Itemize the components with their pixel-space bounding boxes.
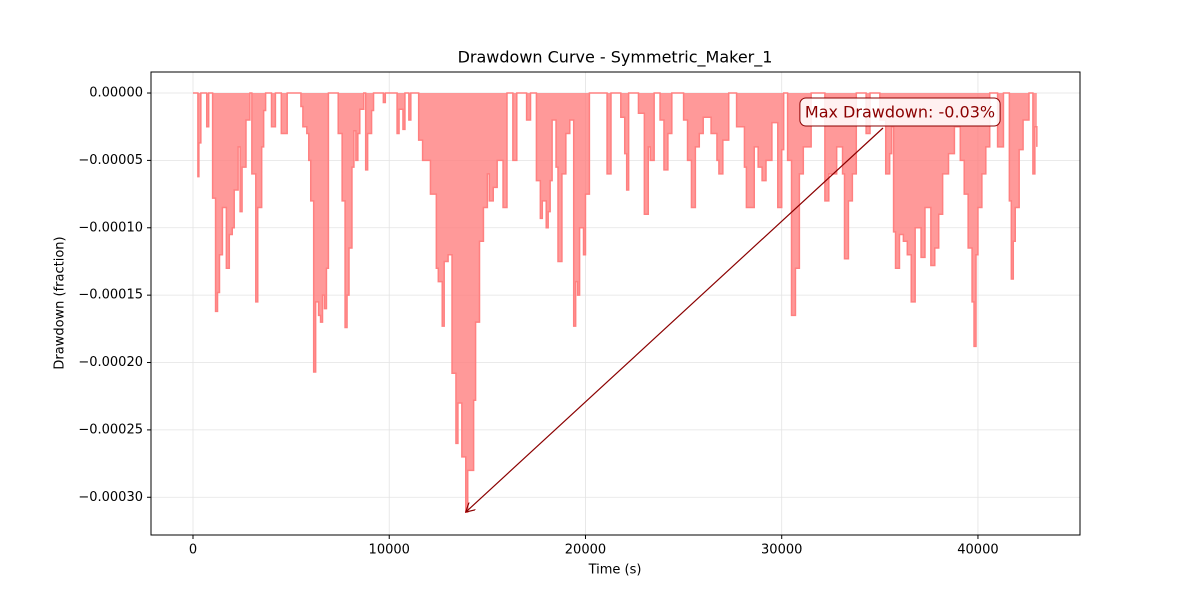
drawdown-line	[192, 92, 1038, 513]
annotation-text: Max Drawdown: -0.03%	[805, 103, 995, 122]
x-tick-label: 40000	[957, 543, 998, 558]
y-tick-label: −0.00020	[78, 355, 143, 370]
chart-title: Drawdown Curve - Symmetric_Maker_1	[458, 48, 773, 68]
annotation-box	[799, 97, 1001, 127]
y-tick-label: 0.00000	[89, 86, 143, 101]
x-tick-label: 20000	[565, 543, 606, 558]
annotation-arrow	[466, 127, 884, 512]
x-axis-label: Time (s)	[588, 563, 642, 578]
y-tick-label: −0.00030	[78, 490, 143, 505]
y-tick-label: −0.00010	[78, 220, 143, 235]
drawdown-area	[192, 93, 1037, 513]
x-tick-label: 30000	[761, 543, 802, 558]
y-tick-label: −0.00015	[78, 288, 143, 303]
x-tick-label: 10000	[369, 543, 410, 558]
y-tick-label: −0.00005	[78, 153, 143, 168]
plot-frame	[150, 71, 1081, 536]
y-tick-label: −0.00025	[78, 422, 143, 437]
y-axis-label: Drawdown (fraction)	[53, 236, 68, 369]
x-tick-label: 0	[189, 543, 197, 558]
